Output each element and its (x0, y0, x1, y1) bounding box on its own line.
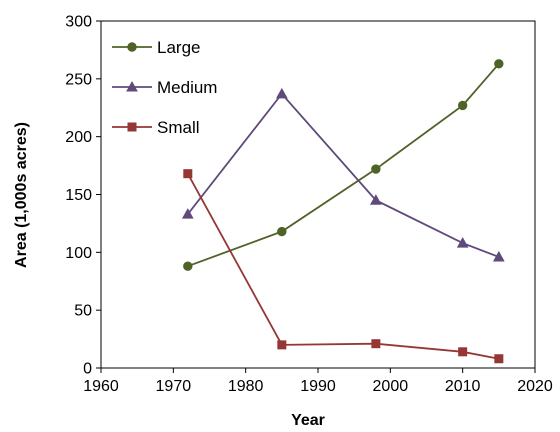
y-tick-label-6: 300 (65, 14, 92, 31)
data-point-small-1998 (371, 339, 381, 349)
series-line-medium (187, 92, 500, 258)
axes: 0 50 100 150 200 250 300 1960 1970 1980 1990 2000 20… (65, 14, 553, 396)
legend-entry-medium: Medium (112, 78, 217, 97)
data-point-large-2015 (494, 59, 504, 69)
data-point-medium-1972 (181, 208, 194, 219)
data-point-small-1985 (277, 340, 287, 350)
data-point-small-2015 (494, 354, 504, 364)
plot-area (100, 20, 536, 369)
x-tick-label-5: 2010 (445, 378, 481, 395)
legend: Large Medium Small (112, 38, 217, 137)
y-tick-label-0: 0 (83, 361, 92, 378)
legend-entry-large: Large (112, 38, 200, 57)
x-tick-label-0: 1960 (83, 378, 119, 395)
x-tick-label-1: 1970 (156, 378, 192, 395)
series-layer (181, 59, 505, 364)
plot-border (100, 20, 536, 369)
x-tick-label-2: 1980 (228, 378, 264, 395)
legend-marker-medium (126, 80, 138, 92)
data-point-large-1985 (277, 226, 287, 237)
data-point-small-2010 (458, 347, 468, 357)
x-tick-label-4: 2000 (373, 378, 409, 395)
legend-label-small: Small (157, 118, 200, 137)
x-axis-title: Year (291, 412, 325, 429)
data-point-large-1998 (371, 164, 381, 174)
x-tick-label-6: 2020 (517, 378, 553, 395)
data-point-small-1972 (183, 169, 193, 179)
y-axis-title: Area (1,000s acres) (13, 122, 30, 268)
y-tick-label-1: 50 (74, 303, 92, 320)
data-point-large-1972 (183, 261, 193, 271)
series-line-large (187, 63, 500, 268)
legend-entry-small: Small (112, 118, 200, 137)
legend-label-large: Large (157, 38, 200, 57)
data-point-medium-1998 (370, 194, 382, 205)
data-point-large-2010 (457, 100, 468, 111)
data-point-medium-2015 (492, 250, 505, 262)
y-tick-label-2: 100 (65, 245, 92, 262)
series-medium (181, 87, 505, 262)
data-point-medium-1985 (275, 87, 288, 99)
y-tick-label-4: 200 (65, 129, 92, 146)
y-tick-label-5: 250 (65, 71, 92, 88)
series-line-small (187, 173, 500, 360)
x-tick-label-3: 1990 (300, 378, 336, 395)
legend-marker-small (127, 122, 137, 132)
y-tick-label-3: 150 (65, 187, 92, 204)
series-small (183, 169, 504, 364)
data-point-medium-2010 (456, 237, 469, 248)
series-large (183, 59, 504, 271)
legend-marker-large (127, 42, 137, 52)
legend-label-medium: Medium (157, 78, 217, 97)
